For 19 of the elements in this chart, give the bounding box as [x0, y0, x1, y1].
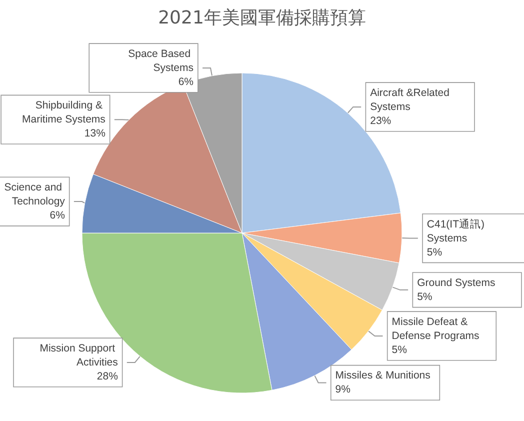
slice-label: Mission Support Activities	[40, 342, 118, 368]
data-label: 13%	[84, 128, 106, 140]
data-label: 6%	[178, 76, 194, 88]
slice-label: Missile Defeat & Defense Programs	[392, 316, 480, 342]
data-label: 5%	[426, 246, 442, 258]
data-label: 6%	[50, 210, 65, 222]
data-label: 28%	[96, 370, 118, 382]
slice-label: Missiles & Munitions	[335, 370, 430, 382]
slice-label: Science and Technology	[4, 182, 66, 208]
slice-label: Aircraft &Related Systems	[370, 86, 452, 113]
data-label: 5%	[417, 290, 432, 303]
chart-title: 2021年美國軍備採購預算	[158, 8, 366, 28]
slice-label: Space Based Systems	[128, 48, 194, 74]
data-label: 9%	[335, 384, 350, 396]
slice-label: Shipbuilding & Maritime Systems	[22, 100, 106, 126]
slice-label: Ground Systems	[417, 276, 496, 289]
data-label: 5%	[392, 344, 407, 356]
slice-label: C41(IT通訊) Systems	[426, 217, 488, 244]
data-label: 23%	[370, 114, 392, 127]
